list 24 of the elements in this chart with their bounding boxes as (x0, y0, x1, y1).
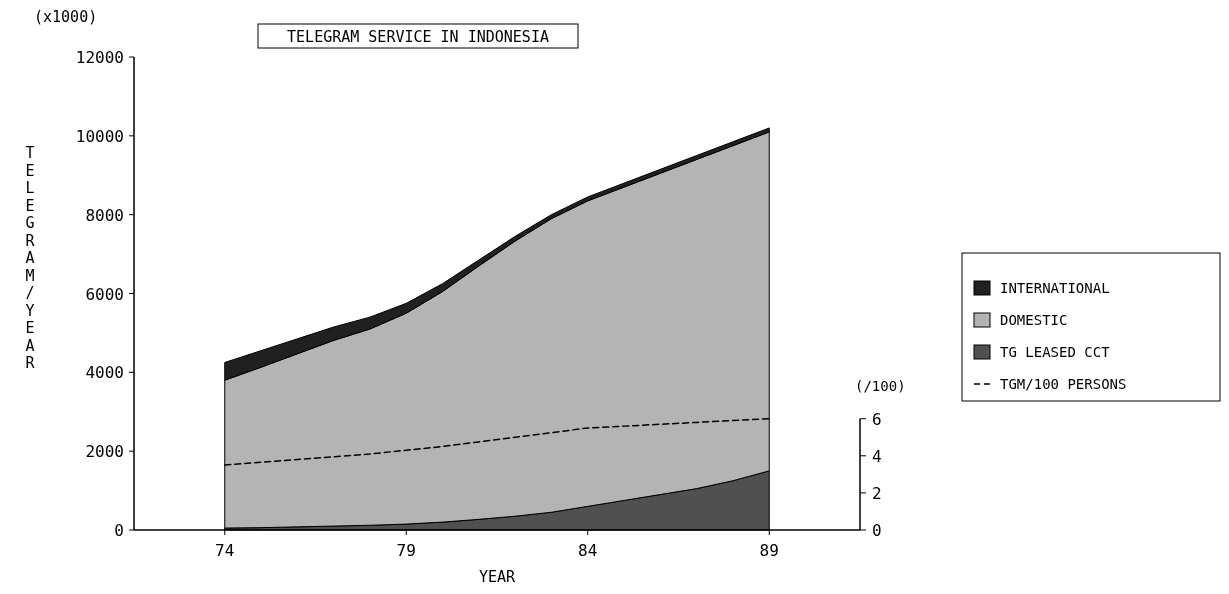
y-tick-label: 4000 (85, 363, 124, 383)
y-tick-label: 0 (114, 521, 124, 540)
x-tick-label: 74 (215, 541, 235, 560)
legend-label: TG LEASED CCT (1000, 344, 1111, 360)
x-axis-title: YEAR (478, 568, 517, 586)
legend-label: TGM/100 PERSONS (1000, 376, 1127, 392)
y2-tick-label: 6 (872, 409, 882, 429)
y2-tick-label: 2 (872, 483, 882, 503)
y2-tick-label: 0 (872, 521, 882, 540)
y-tick-label: 6000 (85, 284, 124, 304)
y2-tick-label: 4 (872, 446, 882, 466)
x-tick-label: 84 (578, 541, 598, 560)
x-tick-label: 79 (396, 541, 416, 560)
y-tick-label: 10000 (75, 126, 124, 146)
y-tick-label: 2000 (85, 442, 124, 462)
legend-label: INTERNATIONAL (1000, 280, 1110, 296)
text: (x1000) (34, 8, 98, 26)
y-tick-label: 8000 (85, 205, 124, 225)
chart-title: TELEGRAM SERVICE IN INDONESIA (287, 28, 549, 46)
legend-label: DOMESTIC (1000, 312, 1068, 328)
y2-axis-title: (/100) (855, 377, 906, 394)
text: TELEGRAM/YEAR (25, 144, 35, 372)
y-tick-label: 12000 (75, 48, 124, 67)
x-tick-label: 89 (759, 541, 779, 560)
